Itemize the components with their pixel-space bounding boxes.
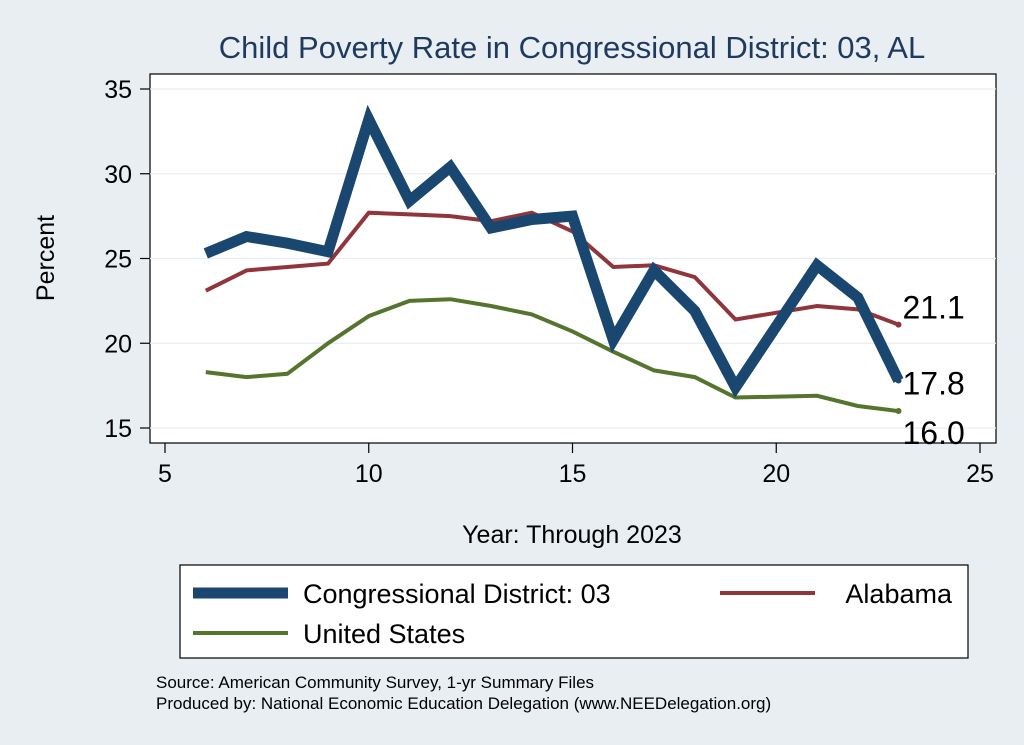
end-labels: 17.8 21.1 16.0	[903, 290, 965, 451]
legend-box	[179, 564, 969, 659]
legend: Congressional District: 03 Alabama United …	[179, 564, 969, 659]
end-label-2: 21.1	[903, 290, 965, 326]
y-axis-title: Percent	[32, 215, 60, 301]
series-line-3	[205, 297, 899, 414]
series-end-marker	[895, 408, 902, 415]
producer-note: Produced by: National Economic Education…	[156, 694, 771, 713]
x-tick-label: 20	[762, 460, 790, 488]
legend-label-2: Alabama	[845, 579, 953, 609]
end-label-1: 17.8	[903, 366, 965, 402]
x-axis: 5 10 15 20 25	[158, 443, 994, 488]
chart-title: Child Poverty Rate in Congressional Dist…	[219, 30, 925, 65]
y-tick-label: 30	[104, 161, 132, 189]
series-line-1	[203, 104, 904, 398]
x-axis-title: Year: Through 2023	[462, 521, 682, 549]
x-tick-label: 10	[355, 460, 383, 488]
series-end-marker	[895, 377, 902, 384]
x-tick-label: 5	[158, 460, 172, 488]
series-end-marker	[895, 321, 902, 328]
grid	[150, 88, 996, 429]
x-tick-label: 25	[966, 460, 994, 488]
y-tick-label: 35	[104, 76, 132, 104]
legend-label-3: United States	[303, 619, 465, 649]
source-note: Source: American Community Survey, 1-yr …	[156, 673, 594, 692]
x-tick-label: 15	[559, 460, 587, 488]
y-axis: 15 20 25 30 35	[104, 76, 150, 443]
series-lines	[203, 104, 904, 415]
y-tick-label: 15	[104, 415, 132, 443]
legend-label-1: Congressional District: 03	[303, 579, 611, 609]
series-line-2	[204, 210, 900, 327]
y-tick-label: 25	[104, 246, 132, 274]
end-label-3: 16.0	[903, 415, 965, 451]
y-tick-label: 20	[104, 330, 132, 358]
